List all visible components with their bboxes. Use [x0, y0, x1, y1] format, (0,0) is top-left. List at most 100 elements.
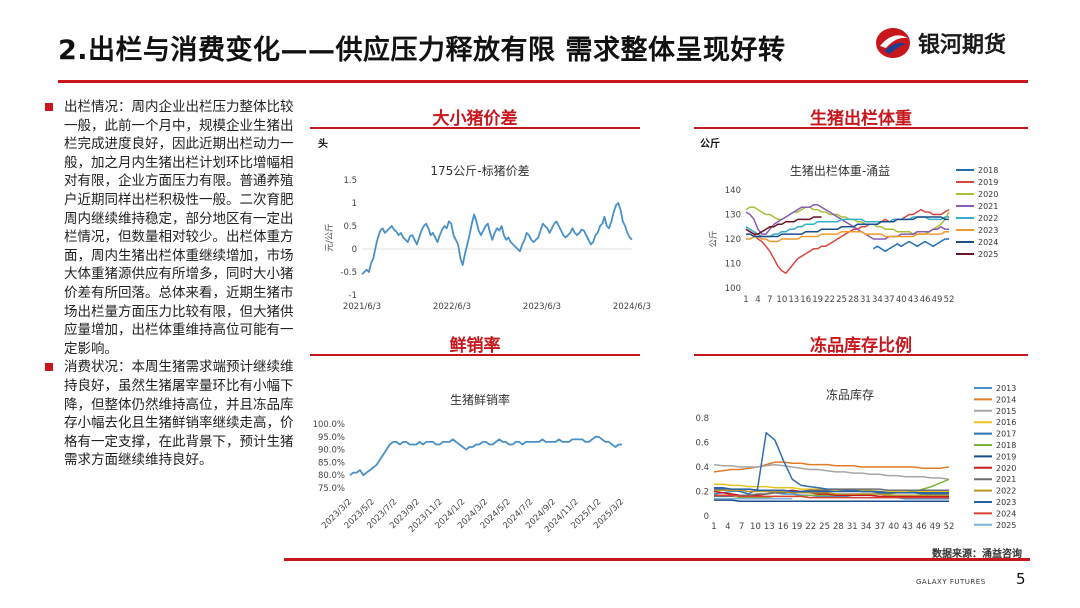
x-tick-label: 16: [800, 295, 811, 305]
x-tick-label: 43: [902, 522, 913, 532]
y-tick-label: 100: [725, 284, 741, 294]
y-tick-label: 75.0%: [318, 484, 345, 494]
x-tick-label: 22: [824, 295, 835, 305]
x-tick-label: 4: [725, 522, 730, 532]
x-tick-label: 40: [888, 522, 899, 532]
x-tick-label: 34: [861, 522, 872, 532]
legend-label: 2022: [996, 487, 1016, 496]
legend-label: 2017: [996, 430, 1016, 439]
legend-label: 2013: [996, 384, 1016, 393]
x-tick-label: 28: [833, 522, 844, 532]
x-tick-label: 22: [805, 522, 816, 532]
x-tick-label: 19: [812, 295, 823, 305]
series-line-2022: [745, 216, 949, 238]
y-tick-label: 130: [725, 211, 741, 221]
legend-label: 2015: [996, 407, 1016, 416]
y-tick-label: 90.0%: [318, 446, 345, 456]
series-line-2025: [745, 216, 822, 235]
bullet-square-icon: [45, 103, 53, 111]
x-tick-label: 28: [848, 295, 859, 305]
x-tick-label: 46: [916, 522, 927, 532]
x-tick-label: 49: [932, 295, 943, 305]
chart-title: 生猪鲜销率: [449, 393, 510, 407]
legend-label: 2020: [996, 464, 1016, 473]
y-tick-label: 80.0%: [318, 471, 345, 481]
data-source: 数据来源：涌益咨询: [932, 549, 1022, 560]
legend-label: 2025: [978, 250, 998, 259]
bullet-text: 消费状况：本周生猪需求端预计继续维持良好，虽然生猪屠宰量环比有小幅下降，但整体仍…: [64, 359, 294, 469]
bullet-text: 出栏情况：周内企业出栏压力整体比较一般，此前一个月中，规模企业生猪出栏完成进度良…: [64, 99, 294, 357]
galaxy-logo-icon: [876, 28, 910, 58]
y-tick-label: 1.5: [343, 176, 357, 186]
bullet-square-icon: [45, 363, 53, 372]
y-tick-label: 95.0%: [318, 433, 345, 443]
x-tick-label: 2021/6/3: [343, 302, 381, 312]
footer-rule: [284, 558, 1030, 561]
series-line-2017: [714, 431, 949, 495]
y-tick-label: 140: [725, 186, 741, 196]
footer-brand: GALAXY FUTURES: [916, 578, 986, 586]
legend-label: 2019: [978, 178, 998, 187]
legend-label: 2024: [996, 509, 1016, 518]
chart-title: 冻品库存: [825, 388, 874, 402]
logo-text: 银河期货: [918, 33, 1007, 58]
legend-label: 2023: [996, 498, 1016, 507]
series-line-2023: [746, 230, 949, 243]
y-tick-label: 0: [704, 512, 709, 522]
y-tick-label: 1: [352, 199, 357, 209]
x-tick-label: 49: [930, 522, 941, 532]
section-title-weight: 生猪出栏体重: [810, 109, 912, 129]
x-tick-label: 7: [767, 295, 772, 305]
series-line-2023: [714, 487, 949, 494]
y-tick-label: -1: [349, 291, 357, 301]
legend-label: 2020: [978, 190, 998, 199]
section-rule: [310, 127, 640, 129]
x-tick-label: 46: [920, 295, 931, 305]
y-tick-label: 0.4: [695, 463, 709, 473]
series-line-2021: [745, 203, 949, 240]
x-tick-label: 37: [884, 295, 895, 305]
x-tick-label: 37: [874, 522, 885, 532]
x-tick-label: 4: [755, 295, 760, 305]
series-line-2021: [714, 488, 949, 498]
x-tick-label: 31: [847, 522, 858, 532]
legend-label: 2025: [996, 521, 1016, 530]
section-title-price-spread: 大小猪价差: [432, 109, 518, 129]
y-tick-label: 100.0%: [313, 420, 345, 430]
x-tick-label: 10: [750, 522, 761, 532]
legend-label: 2021: [978, 202, 998, 211]
x-tick-label: 34: [872, 295, 883, 305]
section-rule: [310, 354, 640, 356]
series-line-2024: [714, 494, 949, 499]
legend-label: 2018: [996, 441, 1016, 450]
x-tick-label: 10: [776, 295, 787, 305]
company-logo: 银河期货: [874, 26, 1006, 60]
x-tick-label: 31: [860, 295, 871, 305]
legend-label: 2023: [978, 226, 998, 235]
fresh-sales-chart: 75.0%80.0%85.0%90.0%95.0%100.0%2023/3/22…: [313, 420, 627, 535]
y-tick-label: 0.5: [343, 222, 357, 232]
x-tick-label: 25: [836, 295, 847, 305]
frozen-inventory-chart: 0 0.2 0.4 0.6 0.8 1 4 7 10 13 16 19 22 25 28 31 34 37 40 43…: [695, 384, 1016, 532]
price-spread-chart: -1 -0.5 0 0.5 1 1.5 元/公斤 2021/6/3 2022/6/3 2023/6…: [324, 176, 651, 312]
legend-label: 2016: [996, 418, 1016, 427]
x-tick-label: 40: [896, 295, 907, 305]
section-title-fresh-sales: 鲜销率: [449, 336, 501, 356]
section-rule: [694, 127, 1028, 129]
chart-unit: 头: [318, 139, 328, 150]
x-tick-label: 7: [739, 522, 744, 532]
page-number: 5: [1016, 570, 1026, 588]
x-tick-label: 43: [908, 295, 919, 305]
x-tick-label: 1: [711, 522, 716, 532]
y-tick-label: 85.0%: [318, 458, 345, 468]
y-tick-label: 0: [352, 245, 357, 255]
x-tick-label: 13: [764, 522, 775, 532]
x-tick-label: 13: [788, 295, 799, 305]
series-line-series: [349, 435, 622, 477]
chart-title: 生猪出栏体重-涌益: [789, 164, 891, 178]
section-rule: [694, 354, 1028, 356]
x-tick-label: 52: [944, 522, 955, 532]
legend-label: 2014: [996, 395, 1016, 404]
series-line-2018: [873, 238, 949, 253]
x-tick-label: 19: [792, 522, 803, 532]
